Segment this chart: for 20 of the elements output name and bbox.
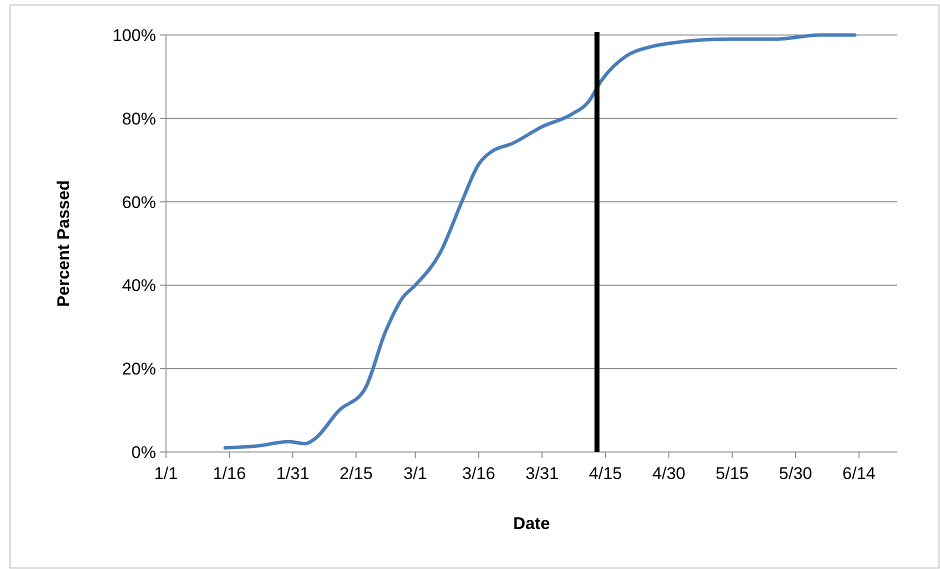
y-axis-title: Percent Passed [54,180,73,307]
x-tick-label: 3/16 [462,464,496,483]
y-tick-label: 100% [112,26,156,45]
y-tick-label: 20% [122,360,156,379]
x-axis-title: Date [513,514,550,533]
x-tick-label: 3/1 [403,464,428,483]
y-tick-label: 0% [131,443,156,462]
y-tick-label: 60% [122,192,156,212]
x-tick-label: 5/15 [716,464,749,483]
y-tick-label: 40% [122,276,156,296]
x-tick-label: 3/31 [526,464,559,483]
y-tick-label: 80% [122,109,156,128]
x-tick-label: 4/15 [588,464,622,483]
x-tick-label: 6/14 [842,464,876,483]
x-tick-label: 5/30 [779,464,812,483]
x-tick-label: 1/1 [154,464,178,483]
x-tick-label: 1/31 [276,464,310,483]
x-tick-label: 1/16 [212,464,246,483]
x-tick-label: 2/15 [340,464,373,483]
x-tick-label: 4/30 [652,464,686,483]
